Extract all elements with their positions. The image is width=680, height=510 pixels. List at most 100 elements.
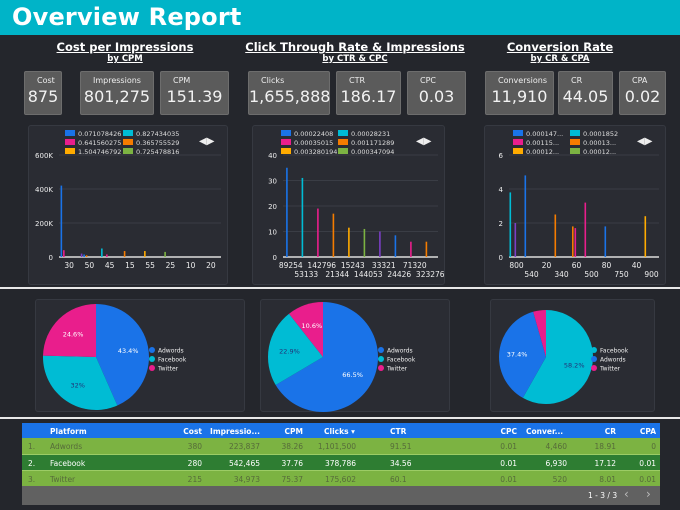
pie-slice[interactable] [268, 313, 323, 385]
legend-label: 0.00012... [526, 148, 559, 156]
pie-slice[interactable] [275, 302, 378, 412]
kpi-label: CR [571, 76, 583, 85]
column-header[interactable]: CPA [639, 427, 656, 436]
table-row[interactable]: 3. Twitter 215 34,973 75.37 175,602 60.1 0.01 52… [22, 470, 660, 486]
bar[interactable] [106, 254, 108, 257]
bar[interactable] [604, 226, 607, 257]
kpi-label: CPC [420, 76, 436, 85]
legend-label: 0.00115... [526, 139, 559, 147]
kpi-label: CPA [632, 76, 648, 85]
table-cell: 34,973 [233, 475, 260, 484]
column-header[interactable]: Cost [183, 427, 202, 436]
x-tick-label: 900 [644, 270, 659, 279]
kpi-value: 186.17 [340, 87, 397, 106]
table-cell: 1,101,500 [317, 442, 356, 451]
bar[interactable] [101, 248, 103, 258]
kpi-label: Impressions [93, 76, 141, 85]
kpi-card: Conversions 11,910 [485, 71, 554, 115]
legend-label: Facebook [387, 357, 416, 364]
table-cell: 34.56 [390, 459, 412, 468]
y-tick-label: 0 [49, 254, 53, 262]
pie-slice[interactable] [499, 311, 546, 398]
legend-swatch [65, 148, 75, 154]
table-cell: Twitter [50, 475, 76, 484]
column-header[interactable]: CPM [284, 427, 303, 436]
column-header[interactable]: Conver... [526, 427, 564, 436]
prev-page-button[interactable]: ‹ [624, 487, 629, 501]
column-header[interactable]: CPC [500, 427, 517, 436]
x-tick-label: 30 [64, 261, 74, 270]
next-page-button[interactable]: › [646, 487, 651, 501]
pie-slice[interactable] [96, 304, 149, 406]
bar[interactable] [574, 228, 577, 257]
bar[interactable] [509, 192, 512, 257]
table-cell: 380 [187, 442, 202, 451]
pie-slice[interactable] [43, 355, 118, 410]
pie-slice[interactable] [43, 304, 96, 357]
bar[interactable] [164, 251, 166, 257]
bar[interactable] [301, 177, 304, 257]
slice-label: 22.9% [279, 348, 300, 356]
bar[interactable] [379, 231, 381, 258]
table-cell: 520 [552, 475, 567, 484]
table-cell: 8.01 [599, 475, 616, 484]
column-header[interactable]: CTR [390, 427, 407, 436]
table-cell: 0.01 [639, 475, 656, 484]
legend-label: 0.00028231 [351, 130, 390, 138]
x-tick-label: 71320 [403, 261, 427, 270]
bar[interactable] [85, 255, 88, 257]
column-header[interactable]: CR [604, 427, 616, 436]
table-cell: 280 [187, 459, 202, 468]
bar[interactable] [317, 208, 319, 257]
table-cell: 60.1 [390, 475, 407, 484]
y-tick-label: 600K [35, 152, 53, 160]
table-row[interactable]: 2. Facebook 280 542,465 37.76 378,786 34.56 0.0… [22, 454, 660, 470]
bar[interactable] [514, 223, 517, 257]
bar[interactable] [554, 214, 557, 258]
legend-label: 0.827434035 [136, 130, 179, 138]
bar[interactable] [394, 235, 397, 257]
bar[interactable] [644, 216, 647, 257]
pie-slice[interactable] [522, 310, 593, 404]
slice-label: 24.6% [63, 330, 84, 338]
bar[interactable] [572, 226, 574, 257]
legend-label: 0.725478816 [136, 148, 179, 156]
x-tick-label: 800 [509, 261, 524, 270]
kpi-label: CPM [173, 76, 191, 85]
legend-label: 0.001171289 [351, 139, 394, 147]
bar[interactable] [80, 253, 83, 257]
x-tick-label: 20 [206, 261, 216, 270]
legend-page-arrows-icon[interactable]: ◀▶ [416, 136, 432, 147]
table-row[interactable]: 1. Adwords 380 223,837 38.26 1,101,500 91.51 0.… [22, 438, 660, 454]
pie-slice[interactable] [533, 310, 546, 357]
column-header[interactable]: Platform [50, 427, 87, 436]
pie-slice[interactable] [289, 302, 323, 357]
kpi-label: Conversions [498, 76, 548, 85]
legend-page-arrows-icon[interactable]: ◀▶ [199, 136, 215, 147]
column-header[interactable]: Clicks ▾ [324, 427, 355, 436]
bar[interactable] [123, 251, 126, 257]
legend-label: 1.504746792 [78, 148, 121, 156]
column-header[interactable]: Impressio... [210, 427, 260, 436]
bar[interactable] [348, 227, 350, 257]
bar[interactable] [60, 185, 63, 257]
bar[interactable] [63, 250, 65, 257]
legend-label: Twitter [157, 366, 179, 373]
bar[interactable] [410, 241, 412, 257]
legend-label: 0.00035015 [294, 139, 333, 147]
legend-label: 0.003280194 [294, 148, 337, 156]
y-tick-label: 10 [268, 229, 277, 237]
table-cell: 38.26 [281, 442, 303, 451]
legend-page-arrows-icon[interactable]: ◀▶ [637, 136, 653, 147]
bar[interactable] [363, 228, 366, 257]
bar[interactable] [524, 175, 527, 257]
legend-swatch [65, 130, 75, 136]
bar[interactable] [425, 241, 428, 257]
bar[interactable] [584, 202, 587, 257]
bar[interactable] [83, 254, 85, 257]
bar[interactable] [332, 213, 335, 257]
bar[interactable] [144, 251, 146, 257]
bar[interactable] [286, 167, 288, 257]
slice-label: 43.4% [118, 347, 139, 355]
legend-swatch [338, 130, 348, 136]
